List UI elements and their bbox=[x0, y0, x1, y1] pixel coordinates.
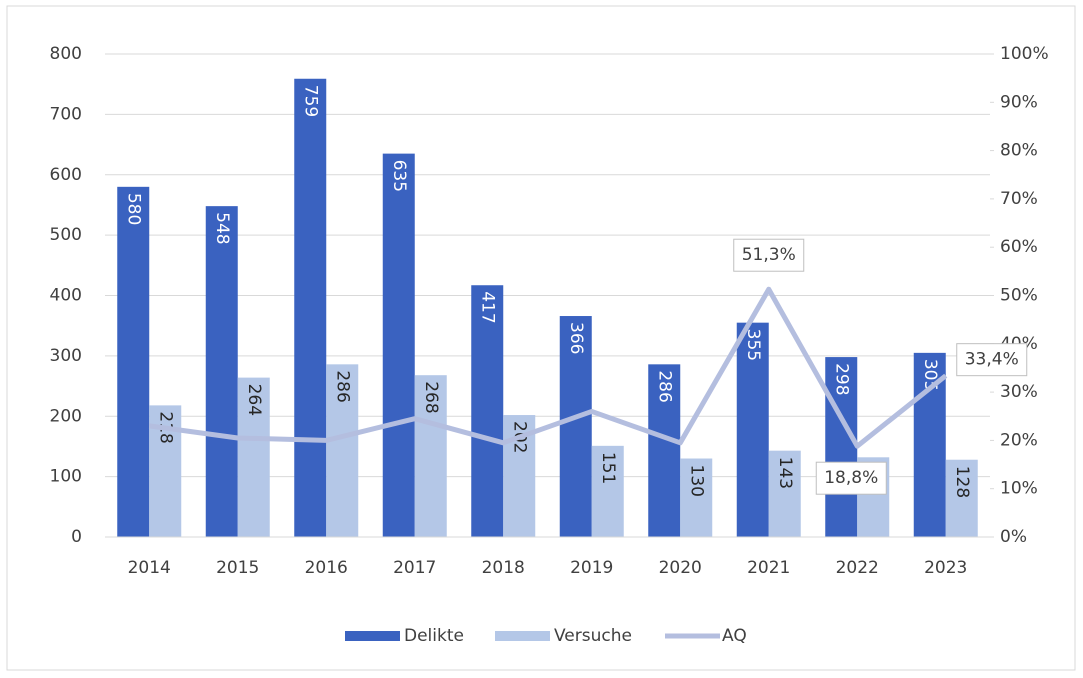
y2-tick-label: 30% bbox=[1000, 382, 1038, 402]
bar bbox=[736, 322, 769, 537]
y-tick-label: 200 bbox=[50, 406, 82, 426]
y2-tick-label: 60% bbox=[1000, 237, 1038, 257]
data-label-box bbox=[815, 461, 887, 495]
data-label: 298 bbox=[831, 363, 851, 395]
bar bbox=[326, 364, 359, 537]
y-tick-label: 0 bbox=[71, 527, 82, 547]
data-label: 759 bbox=[300, 85, 320, 117]
x-tick-label: 2023 bbox=[924, 558, 967, 578]
data-label: 635 bbox=[389, 160, 409, 192]
y2-tick-label: 50% bbox=[1000, 286, 1038, 306]
bar bbox=[913, 352, 946, 537]
data-label: 580 bbox=[123, 193, 143, 225]
bar bbox=[768, 450, 801, 537]
bar bbox=[680, 458, 713, 537]
data-label: 268 bbox=[421, 381, 441, 413]
bar bbox=[237, 377, 270, 537]
data-label: 417 bbox=[477, 291, 497, 323]
x-tick-label: 2017 bbox=[393, 558, 436, 578]
y-tick-label: 300 bbox=[50, 346, 82, 366]
x-tick-label: 2016 bbox=[305, 558, 348, 578]
bar bbox=[471, 285, 504, 537]
data-label: 130 bbox=[686, 465, 706, 497]
y2-tick-label: 80% bbox=[1000, 141, 1038, 161]
y-tick-label: 700 bbox=[50, 104, 82, 124]
y-tick-label: 500 bbox=[50, 225, 82, 245]
bar bbox=[117, 186, 150, 537]
legend-swatch bbox=[495, 631, 550, 641]
bar bbox=[205, 206, 238, 537]
bar bbox=[591, 445, 624, 537]
y-tick-label: 600 bbox=[50, 165, 82, 185]
data-label: 143 bbox=[775, 457, 795, 489]
x-tick-label: 2019 bbox=[570, 558, 613, 578]
bar bbox=[382, 153, 415, 537]
data-label: 286 bbox=[654, 370, 674, 402]
data-label: 286 bbox=[332, 370, 352, 402]
data-label: 33,4% bbox=[965, 350, 1019, 370]
legend-swatch bbox=[345, 631, 400, 641]
chart-frame bbox=[6, 5, 1076, 671]
bar bbox=[559, 316, 592, 537]
bar bbox=[825, 357, 858, 537]
y2-tick-label: 10% bbox=[1000, 479, 1038, 499]
y-tick-label: 100 bbox=[50, 467, 82, 487]
bar bbox=[294, 78, 327, 537]
x-tick-label: 2021 bbox=[747, 558, 790, 578]
bar bbox=[945, 459, 978, 537]
legend-label: Delikte bbox=[404, 626, 464, 646]
y-tick-label: 800 bbox=[50, 44, 82, 64]
data-label: 548 bbox=[212, 212, 232, 244]
y2-tick-label: 100% bbox=[1000, 44, 1049, 64]
y-tick-label: 400 bbox=[50, 286, 82, 306]
line bbox=[148, 286, 948, 449]
y2-tick-label: 20% bbox=[1000, 430, 1038, 450]
data-label: 18,8% bbox=[824, 468, 878, 488]
data-label: 51,3% bbox=[742, 245, 796, 265]
x-tick-label: 2014 bbox=[128, 558, 171, 578]
data-label: 355 bbox=[743, 329, 763, 361]
data-label-box bbox=[956, 343, 1028, 377]
x-tick-label: 2015 bbox=[216, 558, 259, 578]
y2-tick-label: 70% bbox=[1000, 189, 1038, 209]
data-label: 151 bbox=[598, 452, 618, 484]
legend-label: AQ bbox=[722, 626, 747, 646]
y2-tick-label: 0% bbox=[1000, 527, 1027, 547]
data-label-box bbox=[733, 238, 805, 272]
bar bbox=[648, 364, 681, 537]
data-label: 264 bbox=[244, 384, 264, 416]
legend-label: Versuche bbox=[554, 626, 632, 646]
x-tick-label: 2020 bbox=[659, 558, 702, 578]
data-label: 366 bbox=[566, 322, 586, 354]
x-tick-label: 2022 bbox=[836, 558, 879, 578]
x-tick-label: 2018 bbox=[482, 558, 525, 578]
bar bbox=[414, 375, 447, 537]
y2-tick-label: 90% bbox=[1000, 92, 1038, 112]
data-label: 128 bbox=[952, 466, 972, 498]
